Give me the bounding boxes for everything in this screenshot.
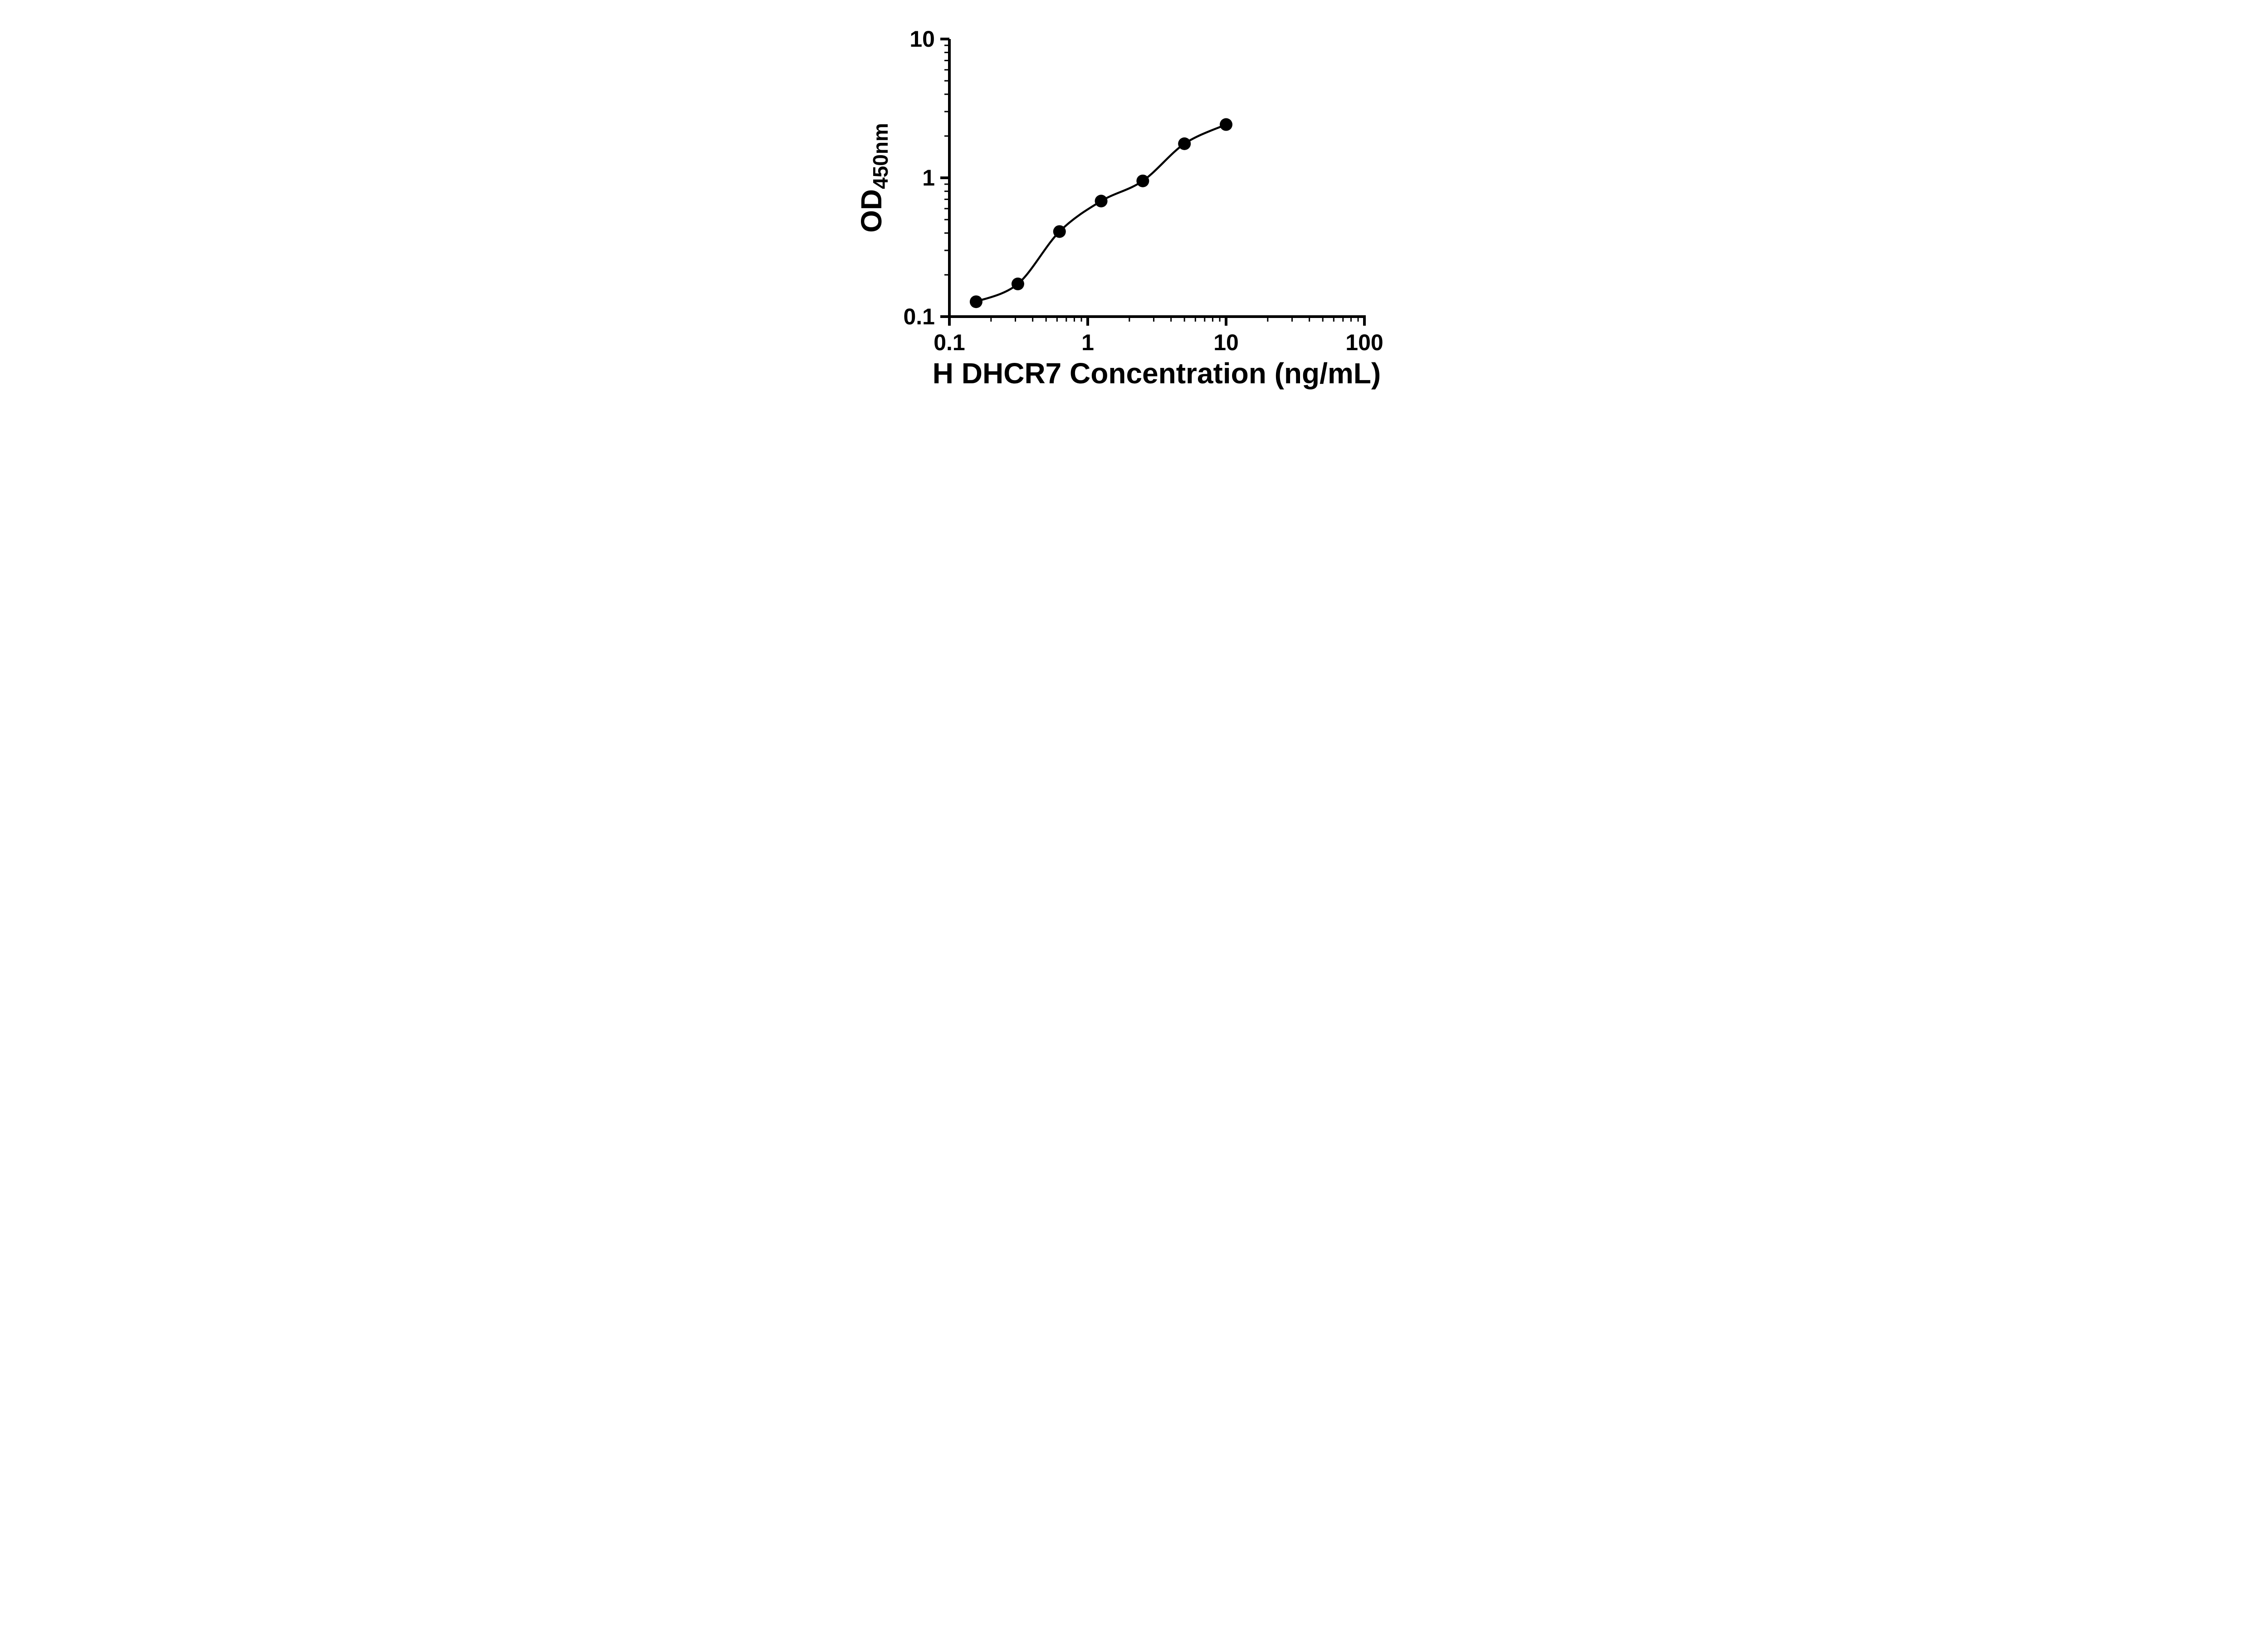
- x-tick-label: 0.1: [934, 330, 965, 355]
- y-tick-label: 1: [922, 165, 935, 191]
- data-point: [1053, 225, 1066, 238]
- y-axis-label: OD450nm: [855, 123, 892, 233]
- data-point: [1136, 174, 1149, 187]
- data-point: [1220, 118, 1232, 131]
- x-tick-label: 10: [1213, 330, 1239, 355]
- y-tick-label: 10: [909, 26, 935, 52]
- x-tick-label: 100: [1345, 330, 1383, 355]
- y-axis-label-subscript: 450nm: [869, 123, 892, 189]
- x-axis-label: H DHCR7 Concentration (ng/mL): [933, 357, 1381, 390]
- y-tick-label: 0.1: [903, 304, 935, 329]
- data-point: [969, 295, 982, 308]
- y-axis-label-main: OD: [855, 189, 888, 233]
- fit-curve: [975, 123, 1227, 303]
- elisa-standard-curve-figure: 0.1 1 10 100 0.1 1 10 H DHCR7 Concentration (n…: [848, 0, 1420, 408]
- data-point: [1011, 277, 1024, 290]
- plot-area: 0.1 1 10 100 0.1 1 10: [903, 26, 1383, 355]
- data-point: [1178, 137, 1191, 150]
- standard-curve-chart: 0.1 1 10 100 0.1 1 10 H DHCR7 Concentration (n…: [855, 26, 1383, 390]
- data-point: [1095, 195, 1108, 208]
- x-tick-label: 1: [1081, 330, 1094, 355]
